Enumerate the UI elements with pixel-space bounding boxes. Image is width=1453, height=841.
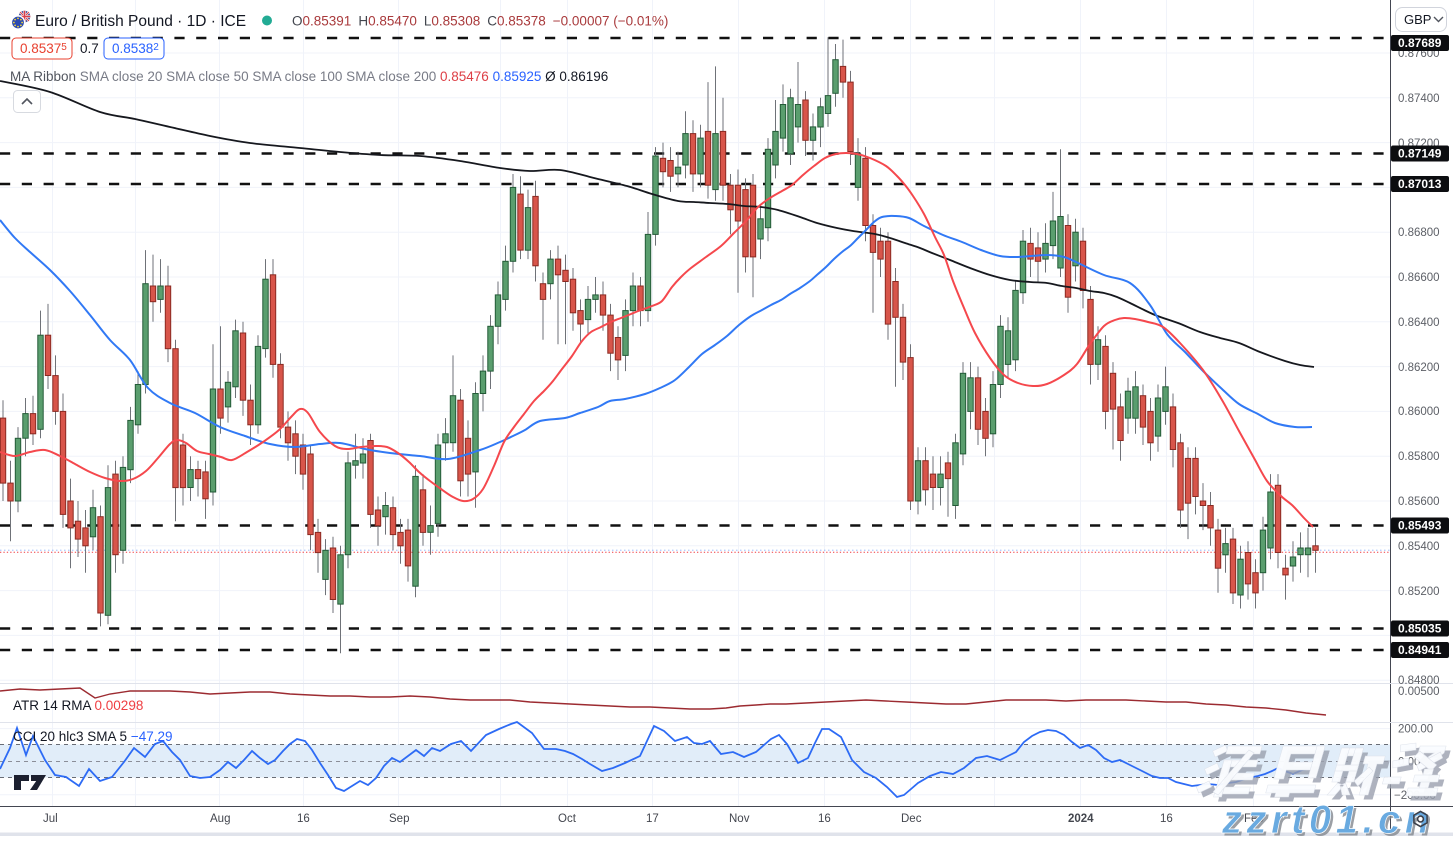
svg-text:0.85035: 0.85035	[1398, 622, 1442, 636]
svg-text:0.85382: 0.85382	[112, 41, 159, 56]
svg-text:200.00: 200.00	[1398, 724, 1433, 736]
svg-text:Sep: Sep	[389, 813, 409, 825]
svg-text:Nov: Nov	[729, 813, 750, 825]
svg-text:0.85600: 0.85600	[1398, 496, 1440, 508]
svg-text:0.84800: 0.84800	[1398, 675, 1440, 687]
svg-text:0.87149: 0.87149	[1398, 147, 1442, 161]
svg-text:Jul: Jul	[43, 813, 58, 825]
svg-text:ATR 14 RMA 0.00298: ATR 14 RMA 0.00298	[13, 698, 143, 713]
svg-text:0.00500: 0.00500	[1398, 686, 1440, 698]
svg-text:0.85200: 0.85200	[1398, 586, 1440, 598]
svg-text:Dec: Dec	[901, 813, 922, 825]
svg-text:0.86600: 0.86600	[1398, 272, 1440, 284]
svg-text:0.86400: 0.86400	[1398, 317, 1440, 329]
svg-text:2024: 2024	[1068, 813, 1094, 825]
svg-text:0.85800: 0.85800	[1398, 451, 1440, 463]
svg-text:0.84941: 0.84941	[1398, 643, 1442, 657]
svg-text:Feb: Feb	[1244, 813, 1264, 825]
svg-text:0.7: 0.7	[80, 41, 99, 56]
svg-text:0.85375: 0.85375	[20, 41, 67, 56]
svg-text:Euro / British Pound · 1D · IC: Euro / British Pound · 1D · ICE	[35, 13, 246, 30]
svg-text:16: 16	[818, 813, 831, 825]
svg-text:16: 16	[297, 813, 310, 825]
svg-text:0.86800: 0.86800	[1398, 227, 1440, 239]
svg-text:0.86200: 0.86200	[1398, 362, 1440, 374]
svg-text:MA Ribbon SMA close 20 SMA clo: MA Ribbon SMA close 20 SMA close 50 SMA …	[10, 69, 608, 84]
svg-text:0.86000: 0.86000	[1398, 406, 1440, 418]
svg-text:0.87013: 0.87013	[1398, 177, 1442, 191]
svg-text:0.85400: 0.85400	[1398, 541, 1440, 553]
svg-text:Oct: Oct	[558, 813, 577, 825]
svg-text:zzrt01.cn: zzrt01.cn	[1221, 798, 1434, 836]
svg-text:16: 16	[1160, 813, 1173, 825]
svg-text:0.85493: 0.85493	[1398, 519, 1442, 533]
svg-text:zzrt01.cn: zzrt01.cn	[1224, 801, 1437, 837]
svg-text:0.87400: 0.87400	[1398, 93, 1440, 105]
svg-text:GBP: GBP	[1404, 12, 1431, 27]
svg-text:17: 17	[646, 813, 659, 825]
svg-text:Aug: Aug	[210, 813, 230, 825]
svg-text:CCI 20 hlc3 SMA 5 −47.29: CCI 20 hlc3 SMA 5 −47.29	[13, 729, 172, 744]
svg-text:0.87689: 0.87689	[1398, 36, 1442, 50]
